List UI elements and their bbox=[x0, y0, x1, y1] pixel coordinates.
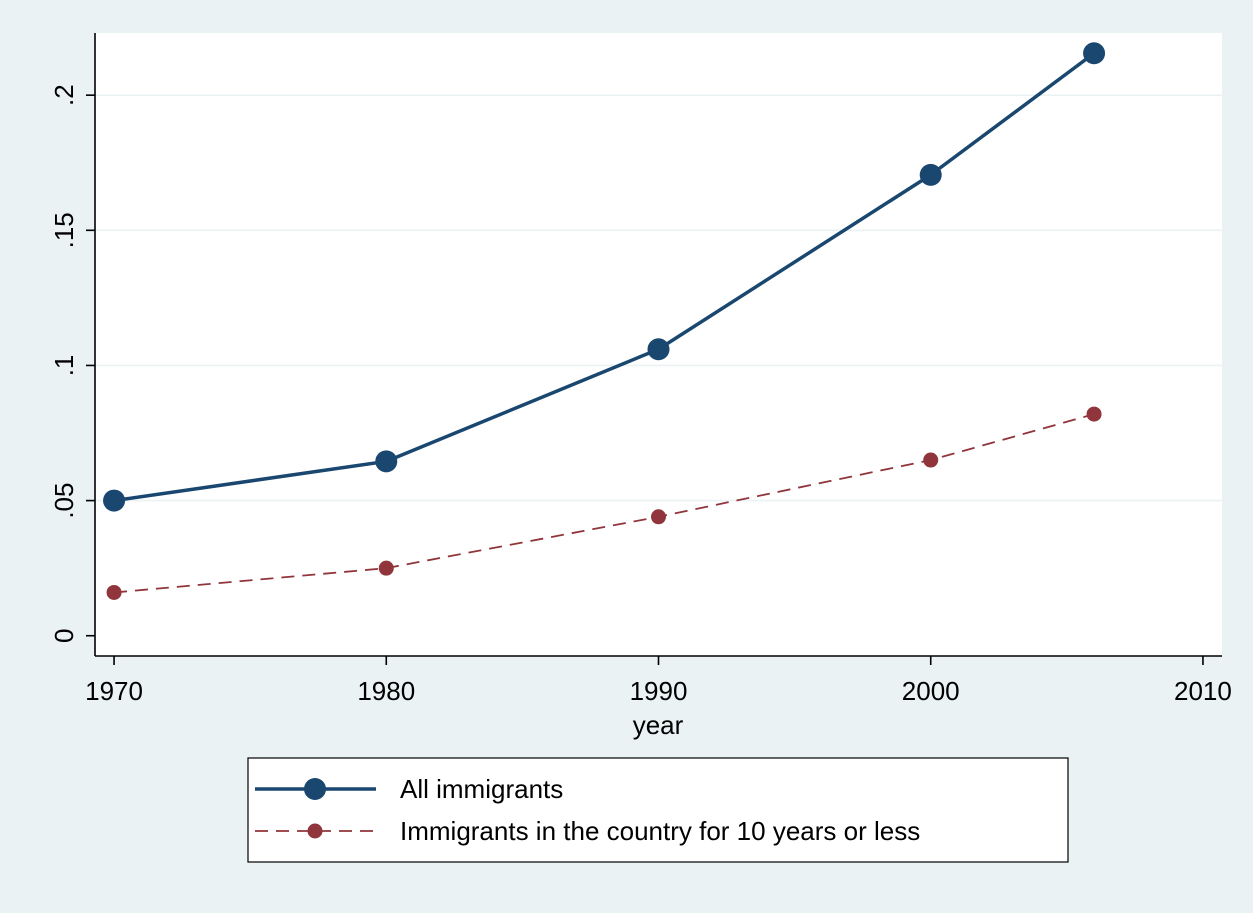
data-point bbox=[1083, 42, 1106, 65]
legend-box bbox=[247, 757, 1069, 863]
data-point bbox=[106, 584, 122, 600]
x-tick-label: 2000 bbox=[902, 676, 960, 706]
x-tick-label: 1970 bbox=[85, 676, 143, 706]
series-layer bbox=[103, 42, 1106, 600]
data-point bbox=[103, 489, 126, 512]
legend-label: Immigrants in the country for 10 years o… bbox=[400, 816, 920, 846]
y-tick-label: .15 bbox=[49, 212, 79, 248]
data-point bbox=[647, 338, 670, 361]
legend-marker bbox=[304, 778, 326, 800]
gridlines bbox=[95, 94, 1222, 502]
data-point bbox=[378, 560, 394, 576]
data-point bbox=[651, 509, 666, 525]
x-axis-label: year bbox=[633, 710, 684, 740]
x-tick-label: 1990 bbox=[630, 676, 688, 706]
legend: All immigrants Immigrants in the country … bbox=[247, 757, 1069, 863]
y-tick-label: 0 bbox=[49, 628, 79, 642]
x-tick-label: 1980 bbox=[357, 676, 415, 706]
data-point bbox=[1086, 406, 1102, 422]
data-point bbox=[375, 450, 398, 473]
x-ticks: 1970 1980 1990 2000 2010 bbox=[85, 656, 1232, 706]
x-tick-label: 2010 bbox=[1174, 676, 1232, 706]
data-point bbox=[919, 163, 942, 186]
legend-label: All immigrants bbox=[400, 774, 563, 804]
legend-items: All immigrants Immigrants in the country … bbox=[255, 774, 920, 846]
data-point bbox=[923, 452, 939, 468]
y-tick-label: .2 bbox=[49, 84, 79, 106]
y-tick-label: .1 bbox=[49, 355, 79, 377]
y-tick-label: .05 bbox=[49, 483, 79, 519]
y-ticks: 0 .05 .1 .15 .2 bbox=[49, 84, 95, 643]
legend-marker bbox=[307, 823, 323, 839]
